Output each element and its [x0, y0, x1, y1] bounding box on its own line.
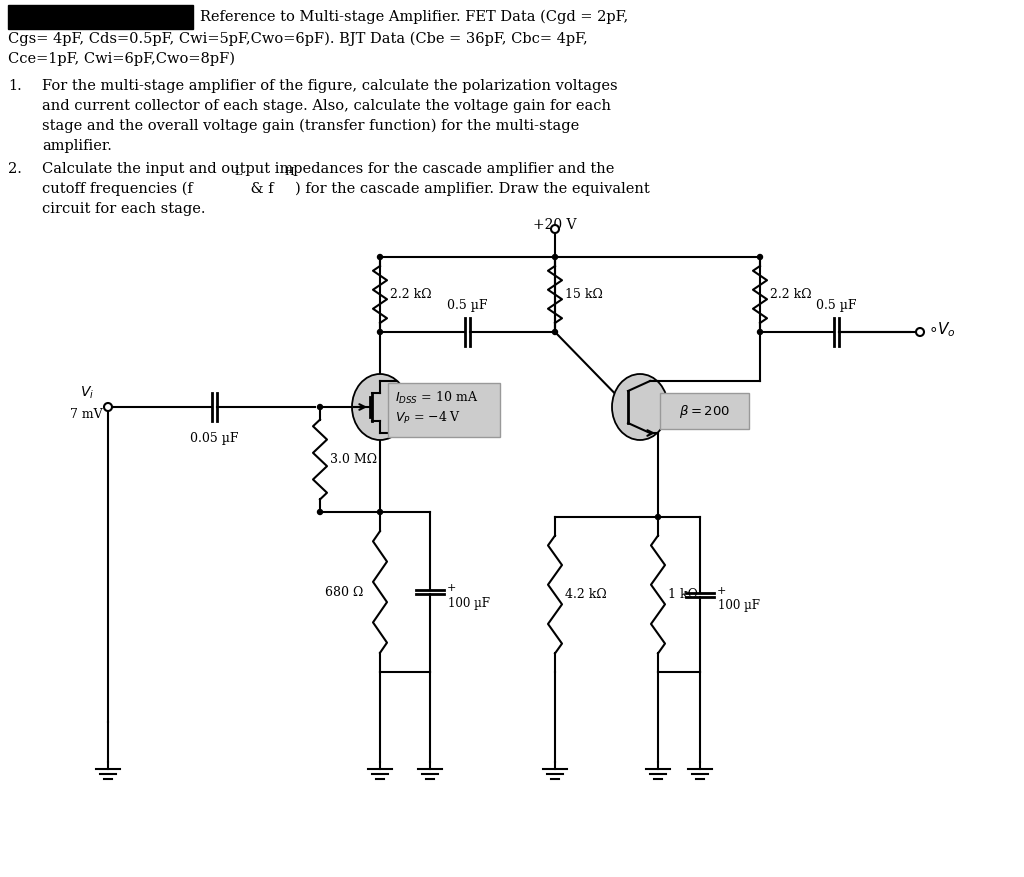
- Text: 4.2 kΩ: 4.2 kΩ: [565, 588, 607, 601]
- Text: $\beta = 200$: $\beta = 200$: [679, 403, 730, 419]
- Text: amplifier.: amplifier.: [42, 139, 112, 153]
- Circle shape: [551, 225, 559, 233]
- Text: $\circ V_o$: $\circ V_o$: [928, 321, 956, 339]
- Text: +: +: [447, 583, 457, 593]
- FancyBboxPatch shape: [660, 393, 749, 429]
- Text: and current collector of each stage. Also, calculate the voltage gain for each: and current collector of each stage. Als…: [42, 99, 611, 113]
- Circle shape: [317, 510, 323, 515]
- Text: 1 kΩ: 1 kΩ: [668, 588, 698, 601]
- FancyBboxPatch shape: [8, 5, 193, 29]
- Circle shape: [655, 515, 660, 519]
- Text: 100 µF: 100 µF: [718, 600, 760, 612]
- Text: 2.2 kΩ: 2.2 kΩ: [770, 288, 812, 301]
- Circle shape: [758, 254, 763, 260]
- Text: 2.: 2.: [8, 162, 22, 176]
- Circle shape: [553, 330, 557, 334]
- Text: 100 µF: 100 µF: [449, 597, 490, 610]
- Text: $I_{DSS}$ = 10 mA: $I_{DSS}$ = 10 mA: [395, 390, 478, 406]
- Text: 0.05 µF: 0.05 µF: [189, 432, 239, 445]
- Circle shape: [758, 330, 763, 334]
- Text: +20 V: +20 V: [534, 218, 577, 232]
- Text: +: +: [717, 586, 726, 595]
- Text: For the multi-stage amplifier of the figure, calculate the polarization voltages: For the multi-stage amplifier of the fig…: [42, 79, 617, 93]
- Text: 2.2 kΩ: 2.2 kΩ: [390, 288, 432, 301]
- Circle shape: [378, 254, 383, 260]
- Text: 0.5 µF: 0.5 µF: [447, 299, 487, 312]
- Text: 7 mV: 7 mV: [70, 409, 102, 422]
- Circle shape: [104, 403, 112, 411]
- Text: ) for the cascade amplifier. Draw the equivalent: ) for the cascade amplifier. Draw the eq…: [295, 182, 650, 196]
- Text: Reference to Multi-stage Amplifier. FET Data (Cgd = 2pF,: Reference to Multi-stage Amplifier. FET …: [200, 10, 629, 25]
- Circle shape: [553, 254, 557, 260]
- Circle shape: [317, 404, 323, 410]
- Circle shape: [916, 328, 924, 336]
- Text: L: L: [234, 167, 242, 177]
- Circle shape: [378, 330, 383, 334]
- Text: $V_P$ = −4 V: $V_P$ = −4 V: [395, 410, 461, 426]
- Ellipse shape: [612, 374, 668, 440]
- Text: cutoff frequencies (f: cutoff frequencies (f: [42, 182, 193, 196]
- Text: Calculate the input and output impedances for the cascade amplifier and the: Calculate the input and output impedance…: [42, 162, 614, 176]
- Text: 3.0 MΩ: 3.0 MΩ: [330, 453, 377, 466]
- Text: 15 kΩ: 15 kΩ: [565, 288, 603, 301]
- Circle shape: [378, 510, 383, 515]
- Text: 680 Ω: 680 Ω: [325, 586, 364, 598]
- Text: circuit for each stage.: circuit for each stage.: [42, 202, 206, 216]
- Text: H: H: [284, 167, 294, 177]
- Text: Cce=1pF, Cwi=6pF,Cwo=8pF): Cce=1pF, Cwi=6pF,Cwo=8pF): [8, 52, 234, 66]
- Text: stage and the overall voltage gain (transfer function) for the multi-stage: stage and the overall voltage gain (tran…: [42, 119, 580, 133]
- Text: 1.: 1.: [8, 79, 22, 93]
- Text: 0.5 µF: 0.5 µF: [816, 299, 856, 312]
- Text: $V_i$: $V_i$: [80, 385, 94, 401]
- Text: Cgs= 4pF, Cds=0.5pF, Cwi=5pF,Cwo=6pF). BJT Data (Cbe = 36pF, Cbc= 4pF,: Cgs= 4pF, Cds=0.5pF, Cwi=5pF,Cwo=6pF). B…: [8, 32, 588, 46]
- Text: & f: & f: [246, 182, 273, 196]
- Ellipse shape: [352, 374, 408, 440]
- FancyBboxPatch shape: [388, 383, 500, 437]
